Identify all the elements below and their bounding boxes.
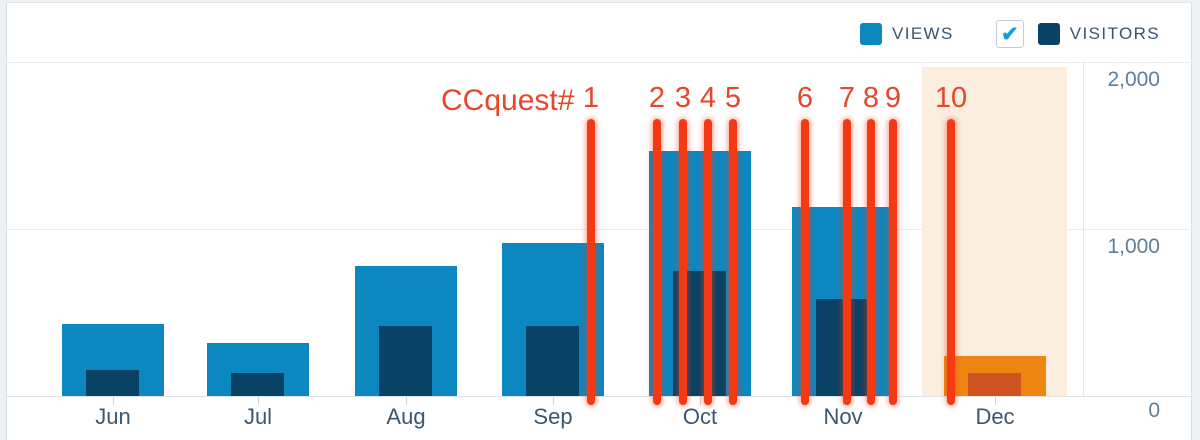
annotation-line-6: [801, 119, 809, 405]
annotation-line-5: [729, 119, 737, 405]
gridline-1000: [7, 229, 1193, 230]
annotation-line-3: [679, 119, 687, 405]
x-tick-jun: [113, 397, 114, 405]
x-axis-line: [7, 396, 1193, 397]
y-axis-label-2000: 2,000: [1107, 68, 1160, 91]
month-label-oct: Oct: [682, 404, 718, 429]
annotation-line-1: [587, 119, 595, 405]
annotation-line-10: [947, 119, 955, 405]
annotation-line-8: [867, 119, 875, 405]
x-tick-sep: [553, 397, 554, 405]
y-axis-label-1000: 1,000: [1107, 235, 1160, 258]
views-legend-swatch: [859, 23, 882, 45]
annotation-number-10: 10: [934, 82, 968, 114]
visitors-checkbox[interactable]: ✔: [995, 20, 1024, 48]
x-tick-aug: [406, 397, 407, 405]
annotation-number-2: 2: [648, 82, 666, 114]
visitors-bar-jul[interactable]: [231, 373, 284, 396]
visitors-bar-aug[interactable]: [379, 326, 432, 396]
annotation-number-1: 1: [582, 82, 600, 114]
annotation-line-9: [889, 119, 897, 405]
annotation-number-8: 8: [862, 82, 880, 114]
month-label-jul: Jul: [243, 404, 273, 429]
annotation-number-3: 3: [674, 82, 692, 114]
visitors-bar-dec[interactable]: [968, 373, 1021, 396]
annotation-title: CCquest#: [441, 84, 575, 117]
month-label-dec: Dec: [975, 404, 1015, 429]
annotation-number-4: 4: [699, 82, 717, 114]
selected-month-highlight: [922, 67, 1067, 396]
annotation-line-2: [653, 119, 661, 405]
visitors-bar-nov[interactable]: [816, 299, 869, 396]
month-label-aug: Aug: [386, 404, 426, 429]
visitors-bar-jun[interactable]: [86, 370, 139, 396]
visitors-bar-sep[interactable]: [526, 326, 579, 396]
visitors-legend-swatch: [1037, 23, 1060, 45]
gridline-2000: [7, 62, 1193, 63]
chart-legend: VIEWS ✔ VISITORS: [859, 13, 1160, 55]
annotation-number-7: 7: [838, 82, 856, 114]
annotation-line-4: [704, 119, 712, 405]
views-legend-label: VIEWS: [891, 24, 954, 43]
annotation-line-7: [843, 119, 851, 405]
checkmark-icon: ✔: [1000, 22, 1019, 46]
visitors-legend-label: VISITORS: [1069, 24, 1160, 43]
annotation-number-6: 6: [796, 82, 814, 114]
y-axis-label-0: 0: [1148, 399, 1160, 422]
x-tick-oct: [700, 397, 701, 405]
month-label-sep: Sep: [533, 404, 573, 429]
annotation-number-5: 5: [724, 82, 742, 114]
month-label-nov: Nov: [823, 404, 863, 429]
x-tick-dec: [995, 397, 996, 405]
annotation-number-9: 9: [884, 82, 902, 114]
month-label-jun: Jun: [95, 404, 131, 429]
plot-right-border: [1083, 62, 1084, 396]
x-tick-jul: [258, 397, 259, 405]
